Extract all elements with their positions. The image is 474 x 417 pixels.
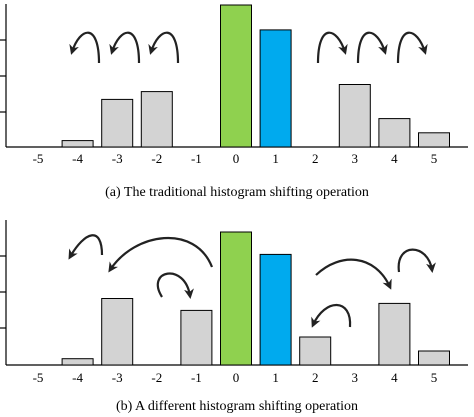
- bar--4: [61, 358, 94, 366]
- tick-label: 1: [272, 151, 279, 166]
- tick-label: 5: [431, 370, 438, 385]
- bar-2: [299, 336, 332, 366]
- tick-label: -3: [112, 370, 123, 385]
- tick-label: 0: [233, 151, 240, 166]
- tick-label: 4: [391, 370, 398, 385]
- arrow-left: [68, 234, 104, 260]
- tick-label: -4: [72, 151, 83, 166]
- arrows: [69, 31, 428, 64]
- arrow-right: [316, 31, 348, 64]
- tick-label: -2: [151, 370, 162, 385]
- tick-label: -1: [191, 370, 202, 385]
- bar-0: [220, 4, 252, 148]
- bars: [61, 231, 450, 366]
- tick-label: -3: [112, 151, 123, 166]
- bar--3: [101, 298, 134, 366]
- bar--4: [61, 140, 94, 148]
- tick-label: 0: [233, 370, 240, 385]
- tick-label: 1: [272, 370, 279, 385]
- tick-label: 2: [312, 151, 319, 166]
- caption-b: (b) A different histogram shifting opera…: [116, 399, 358, 414]
- arrow-right: [156, 272, 194, 299]
- y-ticks: [0, 255, 6, 329]
- tick-label: 4: [391, 151, 398, 166]
- tick-label: -5: [33, 370, 44, 385]
- bar--1: [180, 309, 213, 366]
- tick-label: 2: [312, 370, 319, 385]
- bar-5: [418, 350, 450, 366]
- arrow-right: [396, 31, 428, 64]
- arrow-left: [69, 31, 101, 64]
- arrow-left: [311, 303, 352, 328]
- bars: [61, 4, 450, 148]
- tick-label: 5: [431, 151, 438, 166]
- bar-5: [418, 132, 450, 148]
- bar-4: [378, 118, 411, 148]
- arrow-left: [108, 236, 214, 273]
- tick-label: -5: [33, 151, 44, 166]
- arrow-left: [109, 31, 141, 64]
- bar-0: [220, 231, 252, 366]
- bar-1: [259, 29, 292, 148]
- arrow-right: [356, 31, 388, 64]
- arrow-left: [148, 31, 180, 64]
- bar-4: [378, 302, 411, 366]
- y-ticks: [0, 39, 6, 113]
- arrow-right: [397, 248, 436, 273]
- tick-label: -4: [72, 370, 83, 385]
- tick-label: -2: [151, 151, 162, 166]
- bar-1: [259, 253, 292, 366]
- bar-3: [338, 84, 371, 148]
- panel-a: -5 -4 -3 -2 -1 0 1 2 3 4 5 (a) The traditional his…: [0, 4, 468, 200]
- panel-b: -5 -4 -3 -2 -1 0 1 2 3 4 5 (b) A different histogr…: [0, 220, 468, 414]
- arrow-right: [315, 258, 392, 290]
- tick-label: -1: [191, 151, 202, 166]
- caption-a: (a) The traditional histogram shifting o…: [105, 185, 369, 200]
- tick-label: 3: [352, 370, 359, 385]
- tick-label: 3: [352, 151, 359, 166]
- bar--2: [140, 91, 173, 148]
- bar--3: [101, 98, 134, 148]
- tick-labels: -5 -4 -3 -2 -1 0 1 2 3 4 5: [33, 151, 438, 166]
- arrows: [68, 234, 436, 328]
- tick-labels: -5 -4 -3 -2 -1 0 1 2 3 4 5: [33, 370, 438, 385]
